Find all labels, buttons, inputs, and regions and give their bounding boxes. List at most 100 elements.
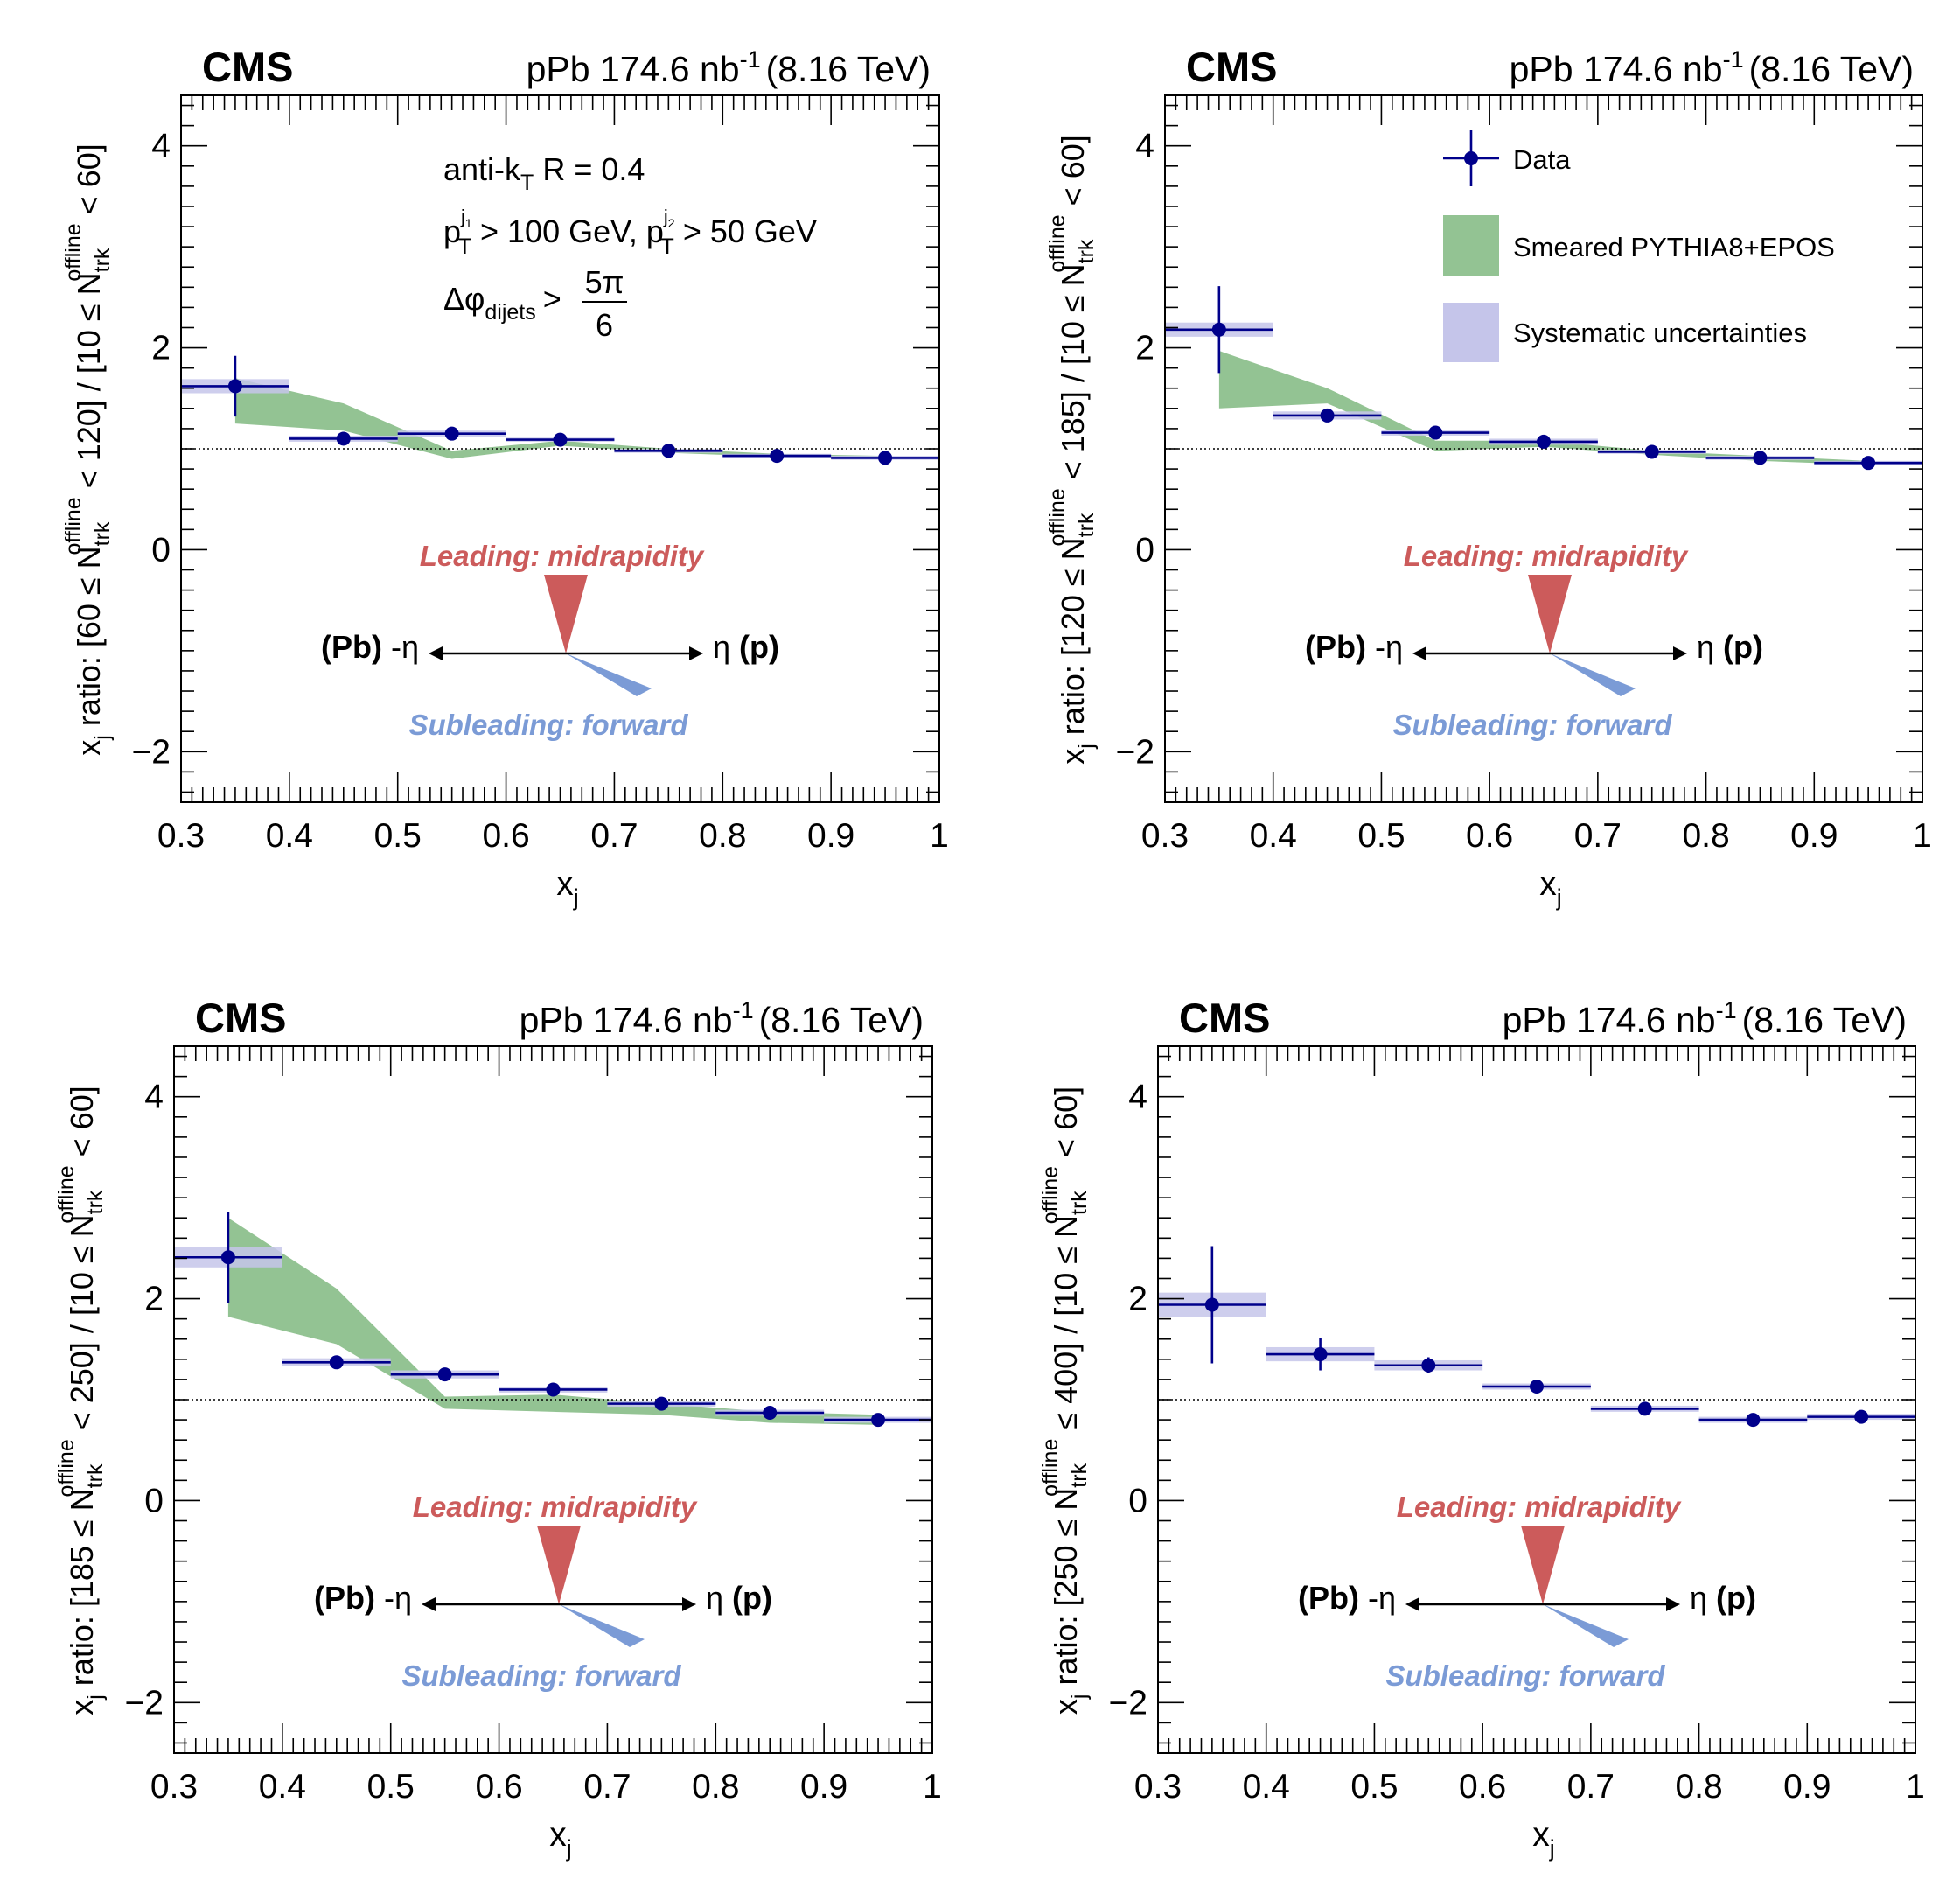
- data-point: [553, 432, 568, 447]
- y-title-end: < 185] / [10 ≤ N: [1055, 263, 1091, 488]
- x-tick-label: 0.9: [800, 1768, 847, 1806]
- y-title-n-sup: offline: [1045, 488, 1070, 546]
- chart-panel-3: 0.3 0.4 0.5 0.6 0.7 0.8 0.9 1 −2 0 2 4 CMS pPb 174.6 …: [54, 995, 942, 1862]
- data-point: [1320, 408, 1335, 423]
- y-title-n2-sub: trk: [1074, 239, 1099, 263]
- x-tick-label: 0.6: [475, 1768, 522, 1806]
- x-tick-label: 0.8: [699, 817, 746, 855]
- y-axis-title: xj ratio: [185 ≤ Ntrkoffline < 250] / [1…: [54, 1086, 108, 1715]
- y-title-x: x: [71, 740, 107, 756]
- y-tick-label: −2: [125, 1684, 164, 1722]
- data-point: [444, 426, 459, 441]
- cms-label: CMS: [202, 44, 293, 90]
- leading-label: Leading: midrapidity: [1404, 540, 1689, 572]
- eta-arrow-right: [682, 1597, 696, 1611]
- y-title-end2: < 60]: [1048, 1086, 1084, 1166]
- y-title-n-sup: offline: [54, 1439, 79, 1497]
- data-point: [329, 1355, 344, 1370]
- lumi-label: pPb 174.6 nb-1 (8.16 TeV): [527, 46, 931, 89]
- legend-data-label: Data: [1513, 144, 1571, 175]
- x-tick-label: 0.7: [1567, 1768, 1615, 1806]
- x-tick-label: 0.4: [1250, 817, 1297, 855]
- y-title-end2: < 60]: [64, 1086, 100, 1165]
- legend-model-swatch: [1443, 215, 1499, 276]
- pos-eta-label: η: [1697, 629, 1723, 665]
- data-point: [1644, 444, 1659, 459]
- eta-right-label: η (p): [706, 1580, 772, 1616]
- lumi-label: pPb 174.6 nb-1 (8.16 TeV): [1510, 46, 1914, 89]
- subleading-jet-cone: [1550, 653, 1636, 696]
- data-point: [1204, 1297, 1219, 1312]
- x-tick-label: 1: [930, 817, 949, 855]
- x-tick-label: 0.9: [807, 817, 854, 855]
- pos-eta-label: η: [713, 629, 739, 665]
- pt-j1: j: [460, 206, 465, 227]
- x-title-main: x: [549, 1816, 567, 1854]
- y-tick-label: −2: [1109, 1684, 1147, 1722]
- data-point: [770, 449, 785, 464]
- y-title-n2-sup: offline: [1045, 214, 1070, 272]
- data-point: [661, 444, 676, 458]
- x-tick-label: 0.6: [1459, 1768, 1506, 1806]
- cms-label: CMS: [1186, 44, 1277, 90]
- y-title-x-sub: j: [1067, 1694, 1092, 1701]
- x-tick-label: 0.6: [1466, 817, 1513, 855]
- lumi-sup: -1: [740, 46, 761, 73]
- x-title-sub: j: [566, 1835, 572, 1862]
- y-title-end: ≤ 400] / [10 ≤ N: [1048, 1215, 1084, 1439]
- y-title-n-sub: trk: [1074, 513, 1099, 537]
- data-point: [1854, 1409, 1869, 1424]
- x-tick-label: 0.7: [583, 1768, 631, 1806]
- legend-model-label: Smeared PYTHIA8+EPOS: [1513, 232, 1835, 262]
- x-tick-label: 0.7: [590, 817, 638, 855]
- subleading-label: Subleading: forward: [408, 709, 688, 741]
- x-tick-label: 0.8: [1682, 817, 1729, 855]
- y-tick-label: 4: [1128, 1079, 1147, 1116]
- pt-end: > 50 GeV: [674, 213, 817, 249]
- lumi-label: pPb 174.6 nb-1 (8.16 TeV): [520, 997, 924, 1040]
- pt-j2-sub: 2: [668, 216, 675, 230]
- y-title-n2-sup: offline: [54, 1165, 79, 1223]
- p-label: (p): [739, 629, 779, 665]
- data-point: [763, 1406, 778, 1421]
- data-point: [878, 451, 893, 465]
- x-tick-label: 1: [923, 1768, 942, 1806]
- y-title-x: x: [1048, 1699, 1084, 1715]
- y-tick-label: 2: [151, 330, 171, 367]
- y-tick-label: 0: [1128, 1482, 1147, 1519]
- eta-left-label: (Pb) -η: [321, 629, 419, 665]
- leading-jet-cone: [1528, 575, 1572, 653]
- data-point: [1530, 1379, 1544, 1394]
- x-tick-label: 0.3: [1134, 1768, 1182, 1806]
- x-tick-label: 0.4: [259, 1768, 306, 1806]
- energy-text: (8.16 TeV): [759, 1000, 924, 1040]
- leading-jet-cone: [544, 575, 588, 653]
- neg-eta-label: -η: [382, 629, 419, 665]
- energy-text: (8.16 TeV): [1742, 1000, 1907, 1040]
- x-tick-label: 1: [1906, 1768, 1925, 1806]
- eta-right-label: η (p): [713, 629, 779, 665]
- cuts-algo: anti-kT R = 0.4: [443, 151, 645, 195]
- x-axis-title: xj: [549, 1816, 572, 1862]
- dphi-main: Δφ: [443, 281, 485, 317]
- lumi-sup: -1: [1723, 46, 1744, 73]
- x-tick-label: 0.5: [367, 1768, 415, 1806]
- y-title-end: < 250] / [10 ≤ N: [64, 1214, 100, 1439]
- y-title-n2-sub: trk: [90, 248, 115, 272]
- neg-eta-label: -η: [1359, 1580, 1396, 1616]
- data-point: [1421, 1358, 1436, 1373]
- y-title-n2-sup: offline: [61, 223, 86, 281]
- y-tick-label: 2: [1135, 330, 1154, 367]
- x-tick-label: 0.3: [150, 1768, 198, 1806]
- algo-main: anti-k: [443, 151, 521, 187]
- lumi-label: pPb 174.6 nb-1 (8.16 TeV): [1503, 997, 1907, 1040]
- x-title-main: x: [556, 865, 574, 903]
- model-band: [227, 1218, 879, 1425]
- pos-eta-label: η: [1690, 1580, 1716, 1616]
- x-tick-label: 0.8: [1675, 1768, 1722, 1806]
- y-tick-label: 2: [144, 1281, 164, 1318]
- subleading-label: Subleading: forward: [401, 1659, 681, 1692]
- data-point: [1428, 425, 1443, 440]
- eta-arrow-left: [422, 1597, 436, 1611]
